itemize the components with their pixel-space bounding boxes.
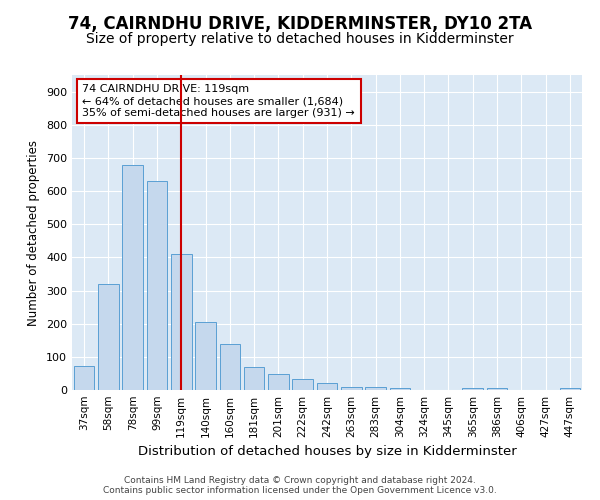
Bar: [463, 388, 483, 390]
Bar: [292, 379, 313, 390]
Bar: [74, 366, 94, 390]
Bar: [98, 284, 119, 390]
Text: 74, CAIRNDHU DRIVE, KIDDERMINSTER, DY10 2TA: 74, CAIRNDHU DRIVE, KIDDERMINSTER, DY10 …: [68, 15, 532, 33]
Bar: [560, 388, 580, 390]
Bar: [146, 181, 167, 390]
Text: Contains HM Land Registry data © Crown copyright and database right 2024.
Contai: Contains HM Land Registry data © Crown c…: [103, 476, 497, 495]
Text: Size of property relative to detached houses in Kidderminster: Size of property relative to detached ho…: [86, 32, 514, 46]
Bar: [341, 386, 362, 390]
Y-axis label: Number of detached properties: Number of detached properties: [28, 140, 40, 326]
X-axis label: Distribution of detached houses by size in Kidderminster: Distribution of detached houses by size …: [137, 446, 517, 458]
Bar: [317, 384, 337, 390]
Bar: [122, 164, 143, 390]
Bar: [389, 388, 410, 390]
Bar: [244, 367, 265, 390]
Bar: [195, 322, 216, 390]
Bar: [365, 387, 386, 390]
Bar: [220, 344, 240, 390]
Text: 74 CAIRNDHU DRIVE: 119sqm
← 64% of detached houses are smaller (1,684)
35% of se: 74 CAIRNDHU DRIVE: 119sqm ← 64% of detac…: [82, 84, 355, 117]
Bar: [171, 254, 191, 390]
Bar: [487, 388, 508, 390]
Bar: [268, 374, 289, 390]
